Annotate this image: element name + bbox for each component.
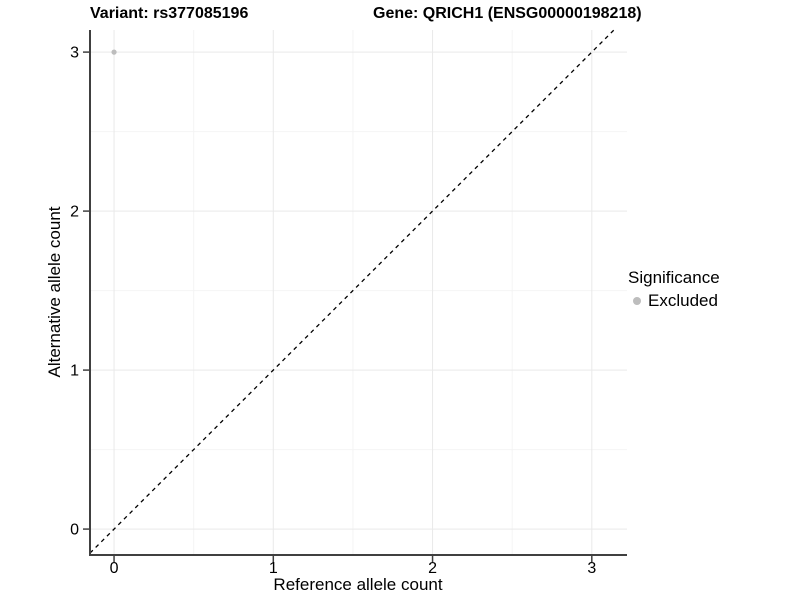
data-point [111, 49, 117, 55]
y-tick-label: 3 [70, 45, 79, 62]
y-tick-label: 0 [70, 522, 79, 539]
x-tick-label: 3 [587, 560, 596, 577]
y-tick-label: 2 [70, 204, 79, 221]
legend-item: Excluded [628, 291, 720, 310]
legend-items: Excluded [628, 291, 720, 310]
legend-item-label: Excluded [648, 291, 718, 310]
legend-title: Significance [628, 268, 720, 287]
legend: Significance Excluded [628, 268, 720, 310]
y-tick-label: 1 [70, 363, 79, 380]
gene-title: Gene: QRICH1 (ENSG00000198218) [373, 5, 642, 22]
x-tick-label: 1 [269, 560, 278, 577]
x-tick-label: 2 [428, 560, 437, 577]
identity-reference-line [89, 29, 615, 554]
variant-title: Variant: rs377085196 [90, 5, 249, 22]
legend-key-dot-icon [633, 296, 641, 305]
x-axis-label: Reference allele count [273, 575, 443, 594]
x-tick-label: 0 [110, 560, 119, 577]
y-axis-label: Alternative allele count [45, 206, 64, 378]
